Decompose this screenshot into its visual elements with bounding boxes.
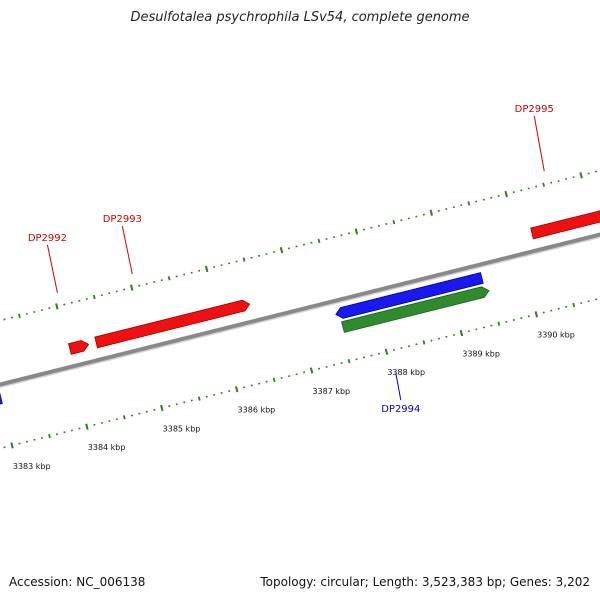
accession-text: Accession: NC_006138	[9, 575, 146, 589]
tick-upper-major	[504, 190, 508, 198]
gene-leader-line	[121, 226, 133, 275]
gene-arrow-edge-left[interactable]	[0, 392, 3, 405]
gene-leader-line	[395, 373, 402, 401]
gene-leader-line	[533, 116, 545, 172]
scale-label: 3385 kbp	[163, 424, 201, 433]
scale-label: 3389 kbp	[462, 349, 500, 358]
tick-upper-minor	[467, 201, 471, 206]
scale-label: 3386 kbp	[238, 406, 276, 415]
gene-layer	[0, 210, 600, 405]
tick-lower-minor	[197, 396, 201, 401]
tick-lower-major	[309, 367, 314, 374]
map-title: Desulfotalea psychrophila LSv54, complet…	[130, 10, 470, 25]
tick-lower-major	[459, 329, 464, 337]
gene-arrow-DP2992[interactable]	[68, 340, 90, 355]
tick-upper-major	[579, 172, 583, 179]
tick-lower-major	[384, 348, 389, 355]
scale-label: 3387 kbp	[312, 387, 350, 396]
tick-upper-minor	[317, 238, 321, 244]
tick-lower-major	[160, 404, 164, 412]
backbone-layer	[0, 232, 600, 389]
gene-arrow-DP2994-rna[interactable]	[341, 286, 490, 333]
tick-upper-minor	[392, 219, 396, 225]
tick-upper-minor	[242, 257, 246, 262]
scale-label: 3390 kbp	[537, 331, 575, 340]
tick-upper-minor	[18, 313, 21, 318]
gene-leader-line	[46, 244, 58, 293]
tick-lower-minor	[572, 302, 576, 308]
scale-label: 3384 kbp	[88, 443, 126, 452]
genome-backbone	[0, 232, 600, 387]
tick-upper-minor	[542, 182, 546, 187]
tick-upper-major	[130, 284, 134, 291]
tick-layer: 3383 kbp 3384 kbp 3385 kbp 3386 kbp 3387 kbp…	[3, 170, 598, 471]
gene-arrow-DP2995[interactable]	[530, 210, 600, 240]
gene-arrow-DP2994[interactable]	[335, 272, 484, 319]
gene-label-DP2993[interactable]: DP2993	[103, 214, 142, 225]
tick-upper-major	[354, 228, 359, 235]
tick-upper-major	[55, 303, 59, 310]
gene-arrow-DP2993[interactable]	[94, 299, 251, 349]
tick-lower-minor	[497, 321, 501, 326]
tick-lower-major	[235, 386, 239, 393]
tick-lower-minor	[272, 377, 276, 383]
tick-upper-major	[279, 247, 284, 254]
tick-upper-minor	[92, 294, 96, 300]
tick-lower-minor	[123, 415, 126, 420]
tick-lower-minor	[422, 340, 426, 345]
tick-lower-major	[85, 423, 89, 430]
tick-lower-major	[10, 442, 14, 449]
tick-lower-major	[534, 311, 538, 318]
gene-label-DP2995[interactable]: DP2995	[515, 104, 554, 115]
label-layer: DP2992 DP2993 DP2994 DP2995	[28, 104, 554, 415]
genome-info-text: Topology: circular; Length: 3,523,383 bp…	[260, 575, 590, 589]
tick-upper-major	[204, 265, 209, 273]
tick-lower-minor	[347, 358, 351, 364]
tick-upper-major	[429, 209, 434, 216]
tick-upper-minor	[167, 276, 171, 281]
scale-label: 3388 kbp	[387, 368, 425, 377]
scale-label: 3383 kbp	[13, 462, 51, 471]
gene-label-DP2994[interactable]: DP2994	[381, 404, 420, 415]
tick-lower-minor	[48, 433, 51, 439]
gene-label-DP2992[interactable]: DP2992	[28, 233, 67, 244]
